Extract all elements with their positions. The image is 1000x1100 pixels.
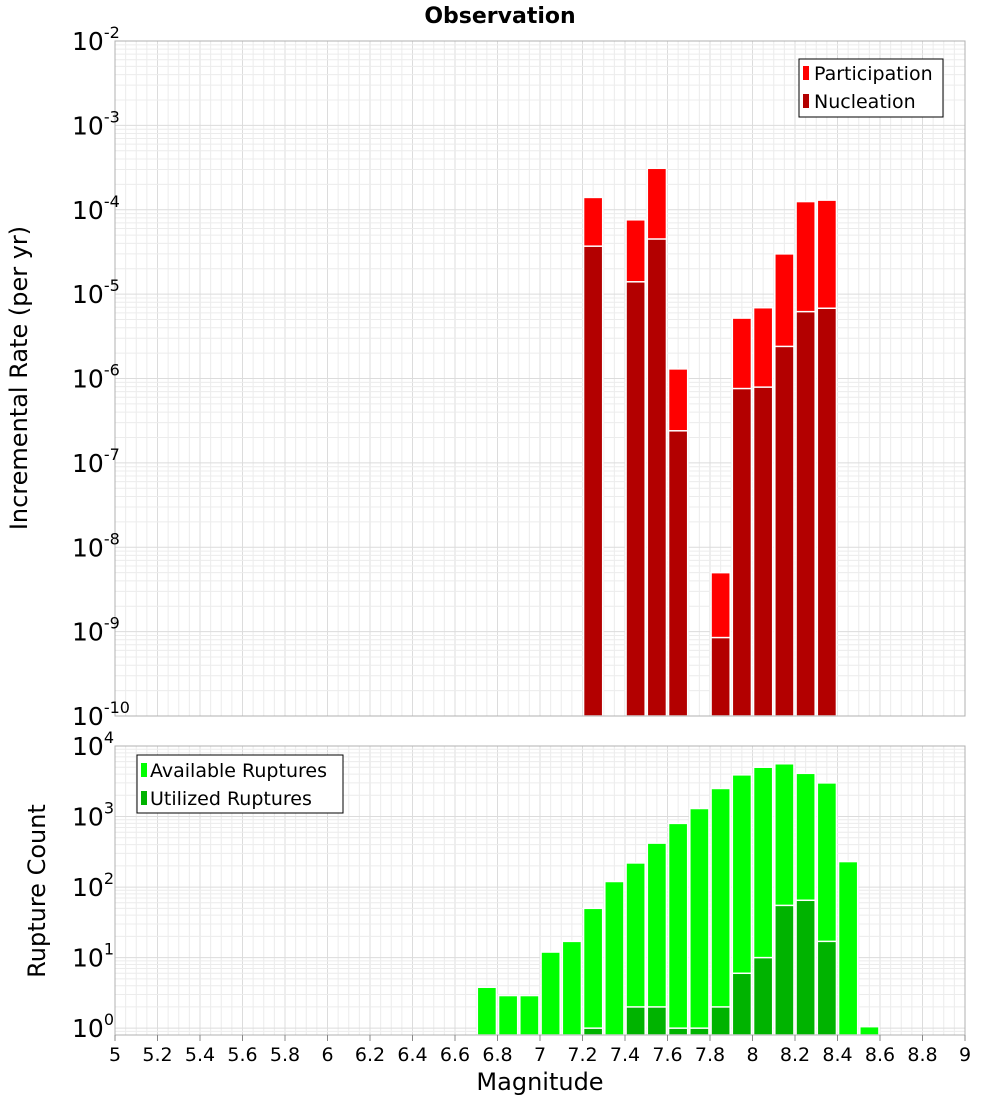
legend-label-participation: Participation bbox=[814, 63, 933, 85]
x-tick-label: 6 bbox=[321, 1044, 333, 1066]
top-legend: Participation Nucleation bbox=[798, 58, 944, 118]
top-plot-frame bbox=[114, 40, 966, 717]
bottom-y-axis-title: Rupture Count bbox=[23, 804, 51, 978]
bar-available-ruptures-6.75 bbox=[476, 986, 498, 1036]
x-tick-label: 7.8 bbox=[695, 1044, 725, 1066]
bottom-y-axis-ticks: 100 101 102 103 104 bbox=[72, 728, 114, 1043]
bar-available-ruptures-7.35 bbox=[604, 880, 625, 1036]
top-legend-box bbox=[798, 58, 944, 118]
y-tick-label: 102 bbox=[72, 869, 114, 902]
x-tick-label: 6.6 bbox=[440, 1044, 470, 1066]
x-tick-label: 8.2 bbox=[780, 1044, 810, 1066]
x-tick-label: 8 bbox=[746, 1044, 758, 1066]
y-tick-label: 104 bbox=[72, 728, 114, 761]
x-tick-label: 5.2 bbox=[142, 1044, 172, 1066]
y-tick-label: 10-5 bbox=[72, 276, 120, 309]
x-tick-label: 8.8 bbox=[907, 1044, 937, 1066]
bar-nucleation-8.35 bbox=[816, 307, 838, 717]
legend-swatch-utilized bbox=[141, 791, 147, 805]
bar-available-ruptures-8.45 bbox=[837, 860, 859, 1036]
y-tick-label: 10-2 bbox=[72, 23, 120, 56]
y-tick-label: 100 bbox=[72, 1010, 114, 1043]
x-tick-label: 5.8 bbox=[270, 1044, 300, 1066]
bar-utilized-ruptures-7.45 bbox=[625, 1006, 646, 1036]
legend-label-utilized: Utilized Ruptures bbox=[150, 788, 312, 810]
x-tick-label: 9 bbox=[959, 1044, 971, 1066]
bar-nucleation-8.05 bbox=[752, 386, 774, 717]
bar-utilized-ruptures-8.25 bbox=[795, 899, 816, 1036]
x-tick-label: 5.4 bbox=[185, 1044, 215, 1066]
bar-available-ruptures-6.95 bbox=[519, 994, 540, 1036]
bottom-plot-bars bbox=[476, 763, 880, 1036]
bar-nucleation-7.45 bbox=[625, 281, 646, 717]
bar-nucleation-7.85 bbox=[710, 636, 731, 717]
y-tick-label: 10-10 bbox=[72, 698, 130, 731]
bar-available-ruptures-6.85 bbox=[497, 994, 519, 1036]
legend-swatch-nucleation bbox=[803, 94, 809, 108]
bar-utilized-ruptures-7.55 bbox=[646, 1006, 668, 1036]
legend-label-available: Available Ruptures bbox=[150, 760, 327, 782]
x-tick-label: 5.6 bbox=[227, 1044, 257, 1066]
x-tick-label: 7 bbox=[534, 1044, 546, 1066]
y-tick-label: 101 bbox=[72, 940, 114, 973]
x-tick-label: 8.6 bbox=[865, 1044, 895, 1066]
x-tick-label: 8.4 bbox=[822, 1044, 852, 1066]
legend-label-nucleation: Nucleation bbox=[814, 91, 916, 113]
bar-utilized-ruptures-7.95 bbox=[731, 972, 753, 1036]
bar-available-ruptures-7.15 bbox=[561, 940, 583, 1036]
y-tick-label: 10-9 bbox=[72, 614, 120, 647]
y-tick-label: 10-7 bbox=[72, 445, 120, 478]
top-plot-grid bbox=[114, 40, 966, 717]
y-tick-label: 10-4 bbox=[72, 192, 120, 225]
bar-nucleation-7.65 bbox=[667, 430, 689, 717]
bar-available-ruptures-7.25 bbox=[582, 907, 604, 1036]
x-tick-label: 7.6 bbox=[652, 1044, 682, 1066]
bar-utilized-ruptures-7.85 bbox=[710, 1006, 731, 1036]
bar-utilized-ruptures-7.65 bbox=[667, 1027, 689, 1036]
y-tick-label: 10-8 bbox=[72, 529, 120, 562]
bar-available-ruptures-7.05 bbox=[540, 951, 561, 1036]
bar-nucleation-8.15 bbox=[774, 345, 795, 717]
top-y-axis-ticks: 10-10 10-9 10-8 10-7 10-6 10-5 10-4 10-3 10-2 bbox=[72, 23, 130, 731]
bar-nucleation-8.25 bbox=[795, 310, 816, 717]
bar-utilized-ruptures-8.15 bbox=[774, 904, 795, 1036]
top-y-axis-title: Incremental Rate (per yr) bbox=[5, 226, 33, 530]
x-tick-label: 7.4 bbox=[610, 1044, 640, 1066]
bottom-legend: Available Ruptures Utilized Ruptures bbox=[136, 754, 344, 814]
bar-available-ruptures-7.75 bbox=[689, 807, 710, 1036]
x-axis-ticks: 5 5.2 5.4 5.6 5.8 6 6.2 6.4 6.6 6.8 7 7.2 7.4 7.6 7.8 8… bbox=[109, 1035, 971, 1066]
bar-available-ruptures-7.65 bbox=[667, 822, 689, 1036]
bar-nucleation-7.25 bbox=[582, 245, 604, 717]
legend-swatch-available bbox=[141, 763, 147, 777]
chart-title: Observation bbox=[424, 4, 575, 29]
y-tick-label: 10-3 bbox=[72, 107, 120, 140]
y-tick-label: 10-6 bbox=[72, 361, 120, 394]
x-tick-label: 6.4 bbox=[397, 1044, 427, 1066]
bar-utilized-ruptures-8.35 bbox=[816, 940, 838, 1036]
bar-available-ruptures-8.55 bbox=[859, 1025, 880, 1036]
x-tick-label: 6.2 bbox=[355, 1044, 385, 1066]
x-tick-label: 5 bbox=[109, 1044, 121, 1066]
bar-nucleation-7.55 bbox=[646, 238, 668, 717]
legend-swatch-participation bbox=[803, 66, 809, 80]
bar-nucleation-7.95 bbox=[731, 387, 753, 717]
bar-utilized-ruptures-8.05 bbox=[752, 956, 774, 1036]
x-tick-label: 6.8 bbox=[482, 1044, 512, 1066]
y-tick-label: 103 bbox=[72, 799, 114, 832]
x-tick-label: 7.2 bbox=[567, 1044, 597, 1066]
x-axis-title: Magnitude bbox=[476, 1068, 603, 1096]
bottom-legend-box bbox=[136, 754, 344, 814]
bar-utilized-ruptures-7.75 bbox=[689, 1027, 710, 1036]
bar-utilized-ruptures-7.25 bbox=[582, 1027, 604, 1036]
bar-available-ruptures-7.85 bbox=[710, 787, 731, 1036]
